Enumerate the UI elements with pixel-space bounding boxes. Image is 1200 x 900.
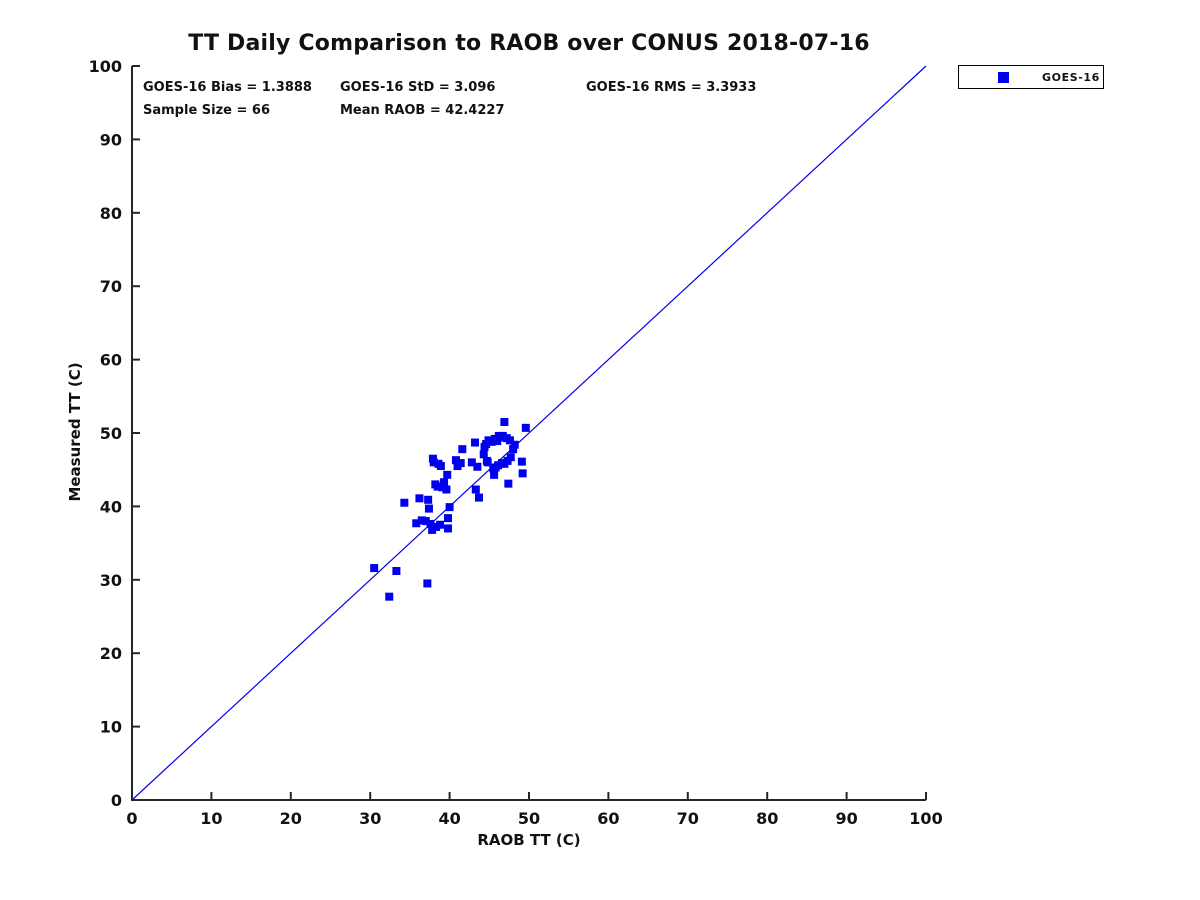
x-axis-label: RAOB TT (C) [477, 831, 581, 849]
data-point [429, 458, 438, 467]
x-tick-label: 80 [756, 809, 778, 828]
x-tick-label: 50 [518, 809, 540, 828]
data-point [489, 464, 498, 473]
data-point [453, 462, 462, 471]
data-point [509, 445, 518, 454]
data-point [434, 459, 443, 468]
data-point [445, 503, 454, 512]
x-tick-label: 0 [126, 809, 137, 828]
x-tick-label: 10 [200, 809, 222, 828]
x-tick-label: 70 [677, 809, 699, 828]
y-tick-label: 40 [100, 497, 122, 516]
x-tick-label: 30 [359, 809, 381, 828]
data-point [480, 442, 489, 451]
y-tick-label: 90 [100, 130, 122, 149]
y-tick-label: 60 [100, 351, 122, 370]
data-point [490, 470, 499, 479]
y-tick-label: 100 [89, 57, 122, 76]
y-tick-label: 0 [111, 791, 122, 810]
data-point [412, 519, 421, 528]
stat-rms: GOES-16 RMS = 3.3933 [586, 80, 757, 95]
data-point [443, 470, 452, 479]
chart-title: TT Daily Comparison to RAOB over CONUS 2… [188, 31, 870, 56]
data-point [424, 504, 433, 513]
data-point [385, 592, 394, 601]
data-point [444, 524, 453, 533]
x-tick-label: 40 [438, 809, 460, 828]
data-point [467, 458, 476, 467]
legend-label: GOES-16 [1042, 70, 1100, 84]
y-tick-label: 70 [100, 277, 122, 296]
stat-mean-raob: Mean RAOB = 42.4227 [340, 103, 505, 118]
data-point [517, 457, 526, 466]
data-point [400, 498, 409, 507]
data-point [500, 417, 509, 426]
y-axis-label: Measured TT (C) [66, 362, 84, 502]
data-point [497, 433, 506, 442]
y-tick-label: 30 [100, 571, 122, 590]
stat-bias: GOES-16 Bias = 1.3888 [143, 80, 312, 95]
y-tick-label: 10 [100, 718, 122, 737]
data-point [423, 579, 432, 588]
data-point [498, 459, 507, 468]
data-point [431, 480, 440, 489]
stat-sample-size: Sample Size = 66 [143, 103, 271, 118]
data-point [370, 564, 379, 573]
x-tick-label: 100 [909, 809, 942, 828]
data-point [479, 450, 488, 459]
data-point [502, 434, 511, 443]
y-tick-label: 80 [100, 204, 122, 223]
data-point [415, 494, 424, 503]
data-point [510, 440, 519, 449]
data-point [482, 456, 491, 465]
y-tick-label: 50 [100, 424, 122, 443]
data-point [504, 479, 513, 488]
data-point [484, 436, 493, 445]
legend-marker-square-icon [998, 71, 1009, 83]
data-point [424, 495, 433, 504]
data-point [474, 493, 483, 502]
one-to-one-line [131, 65, 927, 801]
data-point [432, 522, 441, 531]
data-point [471, 485, 480, 494]
data-point [392, 566, 401, 575]
data-point [471, 438, 480, 447]
y-tick-label: 20 [100, 644, 122, 663]
data-point [521, 423, 530, 432]
data-point [458, 445, 467, 454]
data-point [518, 469, 527, 478]
data-point [440, 478, 449, 487]
data-point [444, 514, 453, 523]
data-point [421, 517, 430, 526]
x-tick-label: 20 [280, 809, 302, 828]
x-tick-label: 90 [835, 809, 857, 828]
x-tick-label: 60 [597, 809, 619, 828]
legend: GOES-16 [958, 65, 1104, 89]
stat-std: GOES-16 StD = 3.096 [340, 80, 496, 95]
data-point [451, 456, 460, 465]
data-point [473, 462, 482, 471]
data-point [503, 456, 512, 465]
data-point [438, 483, 447, 492]
data-point [426, 520, 435, 529]
